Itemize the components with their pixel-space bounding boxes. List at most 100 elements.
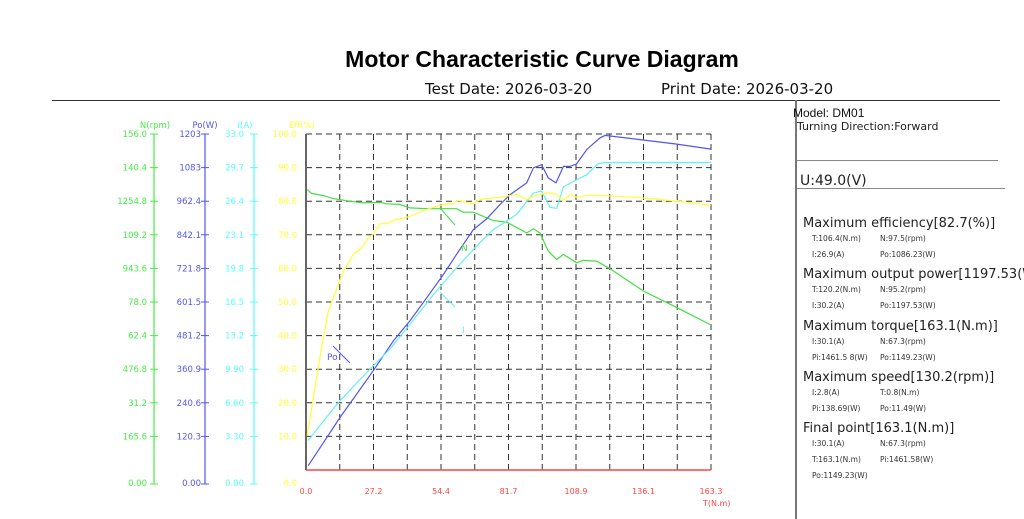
series-annotation: Po (327, 353, 338, 363)
x-tick-label: 54.4 (432, 487, 450, 496)
y-tick-label: 3.30 (225, 432, 244, 442)
result-value: Pi:1461.5 8(W) (812, 353, 868, 362)
voltage-label: U:49.0(V) (800, 173, 867, 189)
result-value: N:97.5(rpm) (880, 234, 926, 243)
page-title: Motor Characteristic Curve Diagram (345, 46, 739, 72)
annotation-leader (332, 345, 351, 364)
result-value: Po:1149.23(W) (880, 353, 936, 362)
y-tick-label: 1083 (179, 164, 201, 174)
result-value: I:30.2(A) (812, 301, 845, 310)
y-tick-label: 30.0 (278, 365, 297, 375)
y-tick-label: 6.60 (225, 399, 244, 409)
y-tick-label: 140.4 (123, 164, 147, 174)
result-value: Po:11.49(W) (880, 404, 927, 413)
result-value: Po:1197.53(W) (880, 301, 936, 310)
result-value: T:120.2(N.m) (812, 285, 861, 294)
x-tick-label: 27.2 (365, 487, 383, 496)
y-tick-label: 842.1 (177, 231, 201, 241)
result-value: T:106.4(N.m) (812, 234, 861, 243)
x-tick-label: 163.3 (700, 487, 723, 496)
result-value: I:2.8(A) (812, 388, 840, 397)
y-tick-label: 0.00 (128, 479, 147, 489)
x-axis-label: T(N.m) (702, 499, 730, 508)
panel-rule (797, 188, 1005, 189)
y-tick-label: 109.2 (123, 231, 147, 241)
print-date: Print Date: 2026-03-20 (661, 80, 834, 98)
y-tick-label: 721.8 (177, 264, 201, 274)
x-tick-label: 81.7 (500, 487, 518, 496)
y-tick-label: 943.6 (123, 264, 147, 274)
series-annotation: N (461, 244, 468, 254)
direction-label: Turning Direction:Forward (797, 120, 939, 133)
result-title: Maximum torque[163.1(N.m)] (803, 319, 998, 334)
result-value: I:26.9(A) (812, 250, 845, 259)
test-date: Test Date: 2026-03-20 (425, 80, 593, 98)
result-value: N:67.3(rpm) (880, 337, 926, 346)
y-tick-label: 0.00 (182, 479, 201, 489)
header-divider (52, 100, 1000, 101)
result-value: Po:1149.23(W) (812, 471, 868, 480)
result-title: Maximum efficiency[82.7(%)] (803, 216, 996, 231)
model-label: Model: DM01 (793, 106, 865, 120)
series-annotation: I (462, 326, 465, 336)
y-tick-label: 60.0 (278, 264, 297, 274)
y-tick-label: 23.1 (225, 231, 244, 241)
y-tick-label: 19.8 (225, 264, 244, 274)
result-title: Final point[163.1(N.m)] (803, 421, 955, 436)
y-tick-label: 481.2 (177, 332, 201, 342)
y-tick-label: 29.7 (225, 164, 244, 174)
y-tick-label: 20.0 (278, 399, 297, 409)
result-value: Pi:138.69(W) (812, 404, 861, 413)
series-I-line (307, 161, 711, 441)
y-tick-label: 476.8 (123, 365, 147, 375)
y-tick-label: 1254.8 (117, 197, 147, 207)
series-Eff-line (306, 192, 712, 436)
y-tick-label: 1203 (179, 130, 201, 140)
y-tick-label: 80.0 (278, 197, 297, 207)
x-tick-label: 108.9 (565, 487, 588, 496)
y-tick-label: 13.2 (225, 332, 244, 342)
series-N-line (306, 189, 712, 326)
result-title: Maximum output power[1197.53(W)] (803, 267, 1024, 282)
result-value: T:0.8(N.m) (880, 388, 920, 397)
annotation-leader (439, 207, 456, 226)
y-tick-label: 0.0 (283, 479, 297, 489)
y-tick-label: 26.4 (225, 197, 244, 207)
panel-divider (795, 100, 797, 519)
y-tick-label: 601.5 (177, 298, 201, 308)
result-value: Pi:1461.58(W) (880, 455, 934, 464)
y-tick-label: 62.4 (128, 332, 147, 342)
y-tick-label: 165.6 (123, 432, 147, 442)
y-tick-label: 50.0 (278, 298, 297, 308)
y-tick-label: 16.5 (225, 298, 244, 308)
result-value: Po:1086.23(W) (880, 250, 936, 259)
y-tick-label: 962.4 (177, 197, 201, 207)
result-value: N:67.3(rpm) (880, 439, 926, 448)
result-value: I:30.1(A) (812, 337, 845, 346)
y-tick-label: 360.9 (177, 365, 201, 375)
y-tick-label: 120.3 (177, 432, 201, 442)
x-tick-label: 136.1 (632, 487, 655, 496)
result-title: Maximum speed[130.2(rpm)] (803, 370, 995, 385)
result-value: T:163.1(N.m) (812, 455, 861, 464)
y-tick-label: 240.6 (177, 399, 201, 409)
y-axis-title: Eff(%) (289, 121, 315, 131)
result-value: N:95.2(rpm) (880, 285, 926, 294)
y-tick-label: 33.0 (225, 130, 244, 140)
y-tick-label: 90.0 (278, 164, 297, 174)
y-axis-title: I(A) (238, 121, 253, 131)
y-tick-label: 70.0 (278, 231, 297, 241)
y-tick-label: 0.00 (225, 479, 244, 489)
y-tick-label: 156.0 (123, 130, 147, 140)
y-tick-label: 10.0 (278, 432, 297, 442)
y-tick-label: 9.90 (225, 365, 244, 375)
result-value: I:30.1(A) (812, 439, 845, 448)
y-tick-label: 40.0 (278, 332, 297, 342)
y-axis-title: N(rpm) (140, 121, 170, 131)
y-tick-label: 100.0 (273, 130, 297, 140)
panel-rule (797, 160, 998, 161)
x-tick-label: 0.0 (300, 487, 313, 496)
y-tick-label: 78.0 (128, 298, 147, 308)
annotation-leader (439, 291, 456, 308)
